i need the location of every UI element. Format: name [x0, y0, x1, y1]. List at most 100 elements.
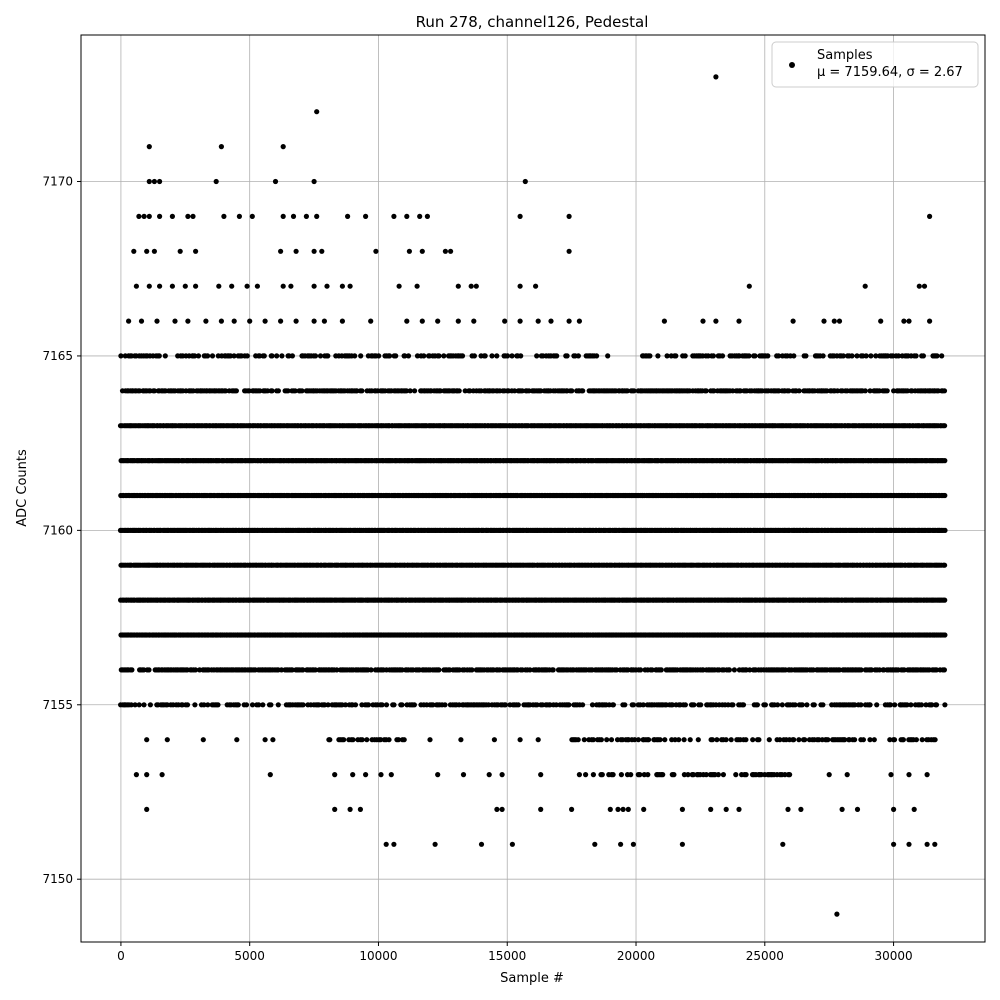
- data-point: [215, 702, 221, 708]
- data-point: [752, 353, 758, 359]
- data-point: [863, 353, 869, 359]
- data-point: [299, 388, 305, 394]
- data-point: [312, 353, 319, 359]
- data-point: [412, 388, 418, 394]
- data-point: [243, 702, 250, 708]
- data-point: [942, 597, 948, 603]
- data-point: [575, 353, 582, 359]
- data-point: [260, 702, 266, 708]
- data-point: [624, 388, 631, 394]
- data-point: [195, 353, 202, 359]
- data-point: [554, 353, 560, 359]
- data-point: [502, 702, 509, 708]
- data-point: [275, 702, 281, 708]
- data-point: [402, 353, 408, 359]
- data-point: [285, 388, 291, 394]
- data-point: [942, 492, 948, 499]
- data-point: [939, 353, 945, 359]
- data-point: [352, 353, 358, 359]
- data-points: [117, 74, 948, 917]
- data-point: [192, 353, 198, 359]
- data-point: [141, 702, 147, 708]
- data-point: [405, 353, 412, 359]
- data-point: [442, 702, 448, 708]
- data-point: [162, 353, 168, 359]
- data-point: [868, 353, 874, 359]
- data-point: [550, 667, 556, 673]
- data-point: [765, 353, 771, 359]
- data-point: [227, 353, 234, 359]
- data-point: [920, 353, 927, 359]
- data-point: [631, 388, 637, 394]
- data-point: [737, 388, 744, 394]
- data-point: [884, 388, 890, 394]
- data-point: [209, 353, 216, 359]
- data-point: [359, 388, 365, 394]
- data-point: [664, 353, 670, 359]
- data-point: [469, 667, 475, 673]
- data-point: [146, 667, 152, 673]
- data-point: [658, 667, 664, 673]
- data-point: [275, 388, 281, 394]
- data-point: [268, 702, 274, 708]
- data-point: [231, 353, 237, 359]
- data-point: [746, 353, 752, 359]
- data-point: [269, 388, 275, 394]
- data-point: [459, 353, 466, 359]
- data-point: [136, 702, 142, 708]
- data-point: [421, 353, 427, 359]
- data-point: [895, 353, 902, 359]
- data-point: [147, 702, 153, 708]
- data-point: [261, 353, 267, 359]
- data-point: [471, 353, 477, 359]
- data-point: [867, 388, 873, 394]
- data-point: [184, 702, 191, 708]
- data-point: [292, 388, 298, 394]
- data-point: [441, 353, 447, 359]
- data-point: [941, 388, 948, 394]
- data-point: [352, 702, 359, 708]
- data-point: [655, 353, 661, 359]
- data-point: [393, 353, 399, 359]
- data-point: [840, 353, 846, 359]
- data-point: [873, 353, 879, 359]
- data-point: [594, 353, 600, 359]
- data-point: [489, 353, 495, 359]
- data-point: [156, 353, 162, 359]
- data-point: [791, 353, 797, 359]
- data-point: [580, 388, 586, 394]
- data-point: [726, 667, 733, 673]
- data-point: [257, 388, 263, 394]
- data-point: [414, 353, 421, 359]
- data-point: [462, 388, 468, 394]
- data-point: [223, 388, 229, 394]
- data-point: [731, 667, 738, 673]
- data-point: [192, 702, 198, 708]
- data-point: [504, 353, 511, 359]
- data-point: [456, 388, 462, 394]
- data-point: [775, 353, 782, 359]
- data-point: [673, 353, 679, 359]
- data-point: [300, 702, 306, 708]
- data-point: [511, 388, 518, 394]
- data-point: [325, 353, 331, 359]
- data-point: [934, 353, 940, 359]
- data-point: [509, 353, 515, 359]
- data-point: [942, 527, 948, 534]
- data-point: [233, 388, 239, 394]
- data-point: [403, 388, 410, 394]
- data-point: [129, 667, 135, 673]
- data-point: [942, 562, 948, 568]
- data-point: [494, 353, 500, 359]
- data-point: [269, 353, 275, 359]
- data-point: [519, 388, 525, 394]
- data-point: [118, 353, 124, 359]
- data-point: [682, 353, 688, 359]
- data-point: [317, 353, 324, 359]
- data-point: [358, 353, 364, 359]
- data-point: [942, 423, 948, 429]
- data-point: [854, 353, 860, 359]
- data-point: [411, 702, 417, 708]
